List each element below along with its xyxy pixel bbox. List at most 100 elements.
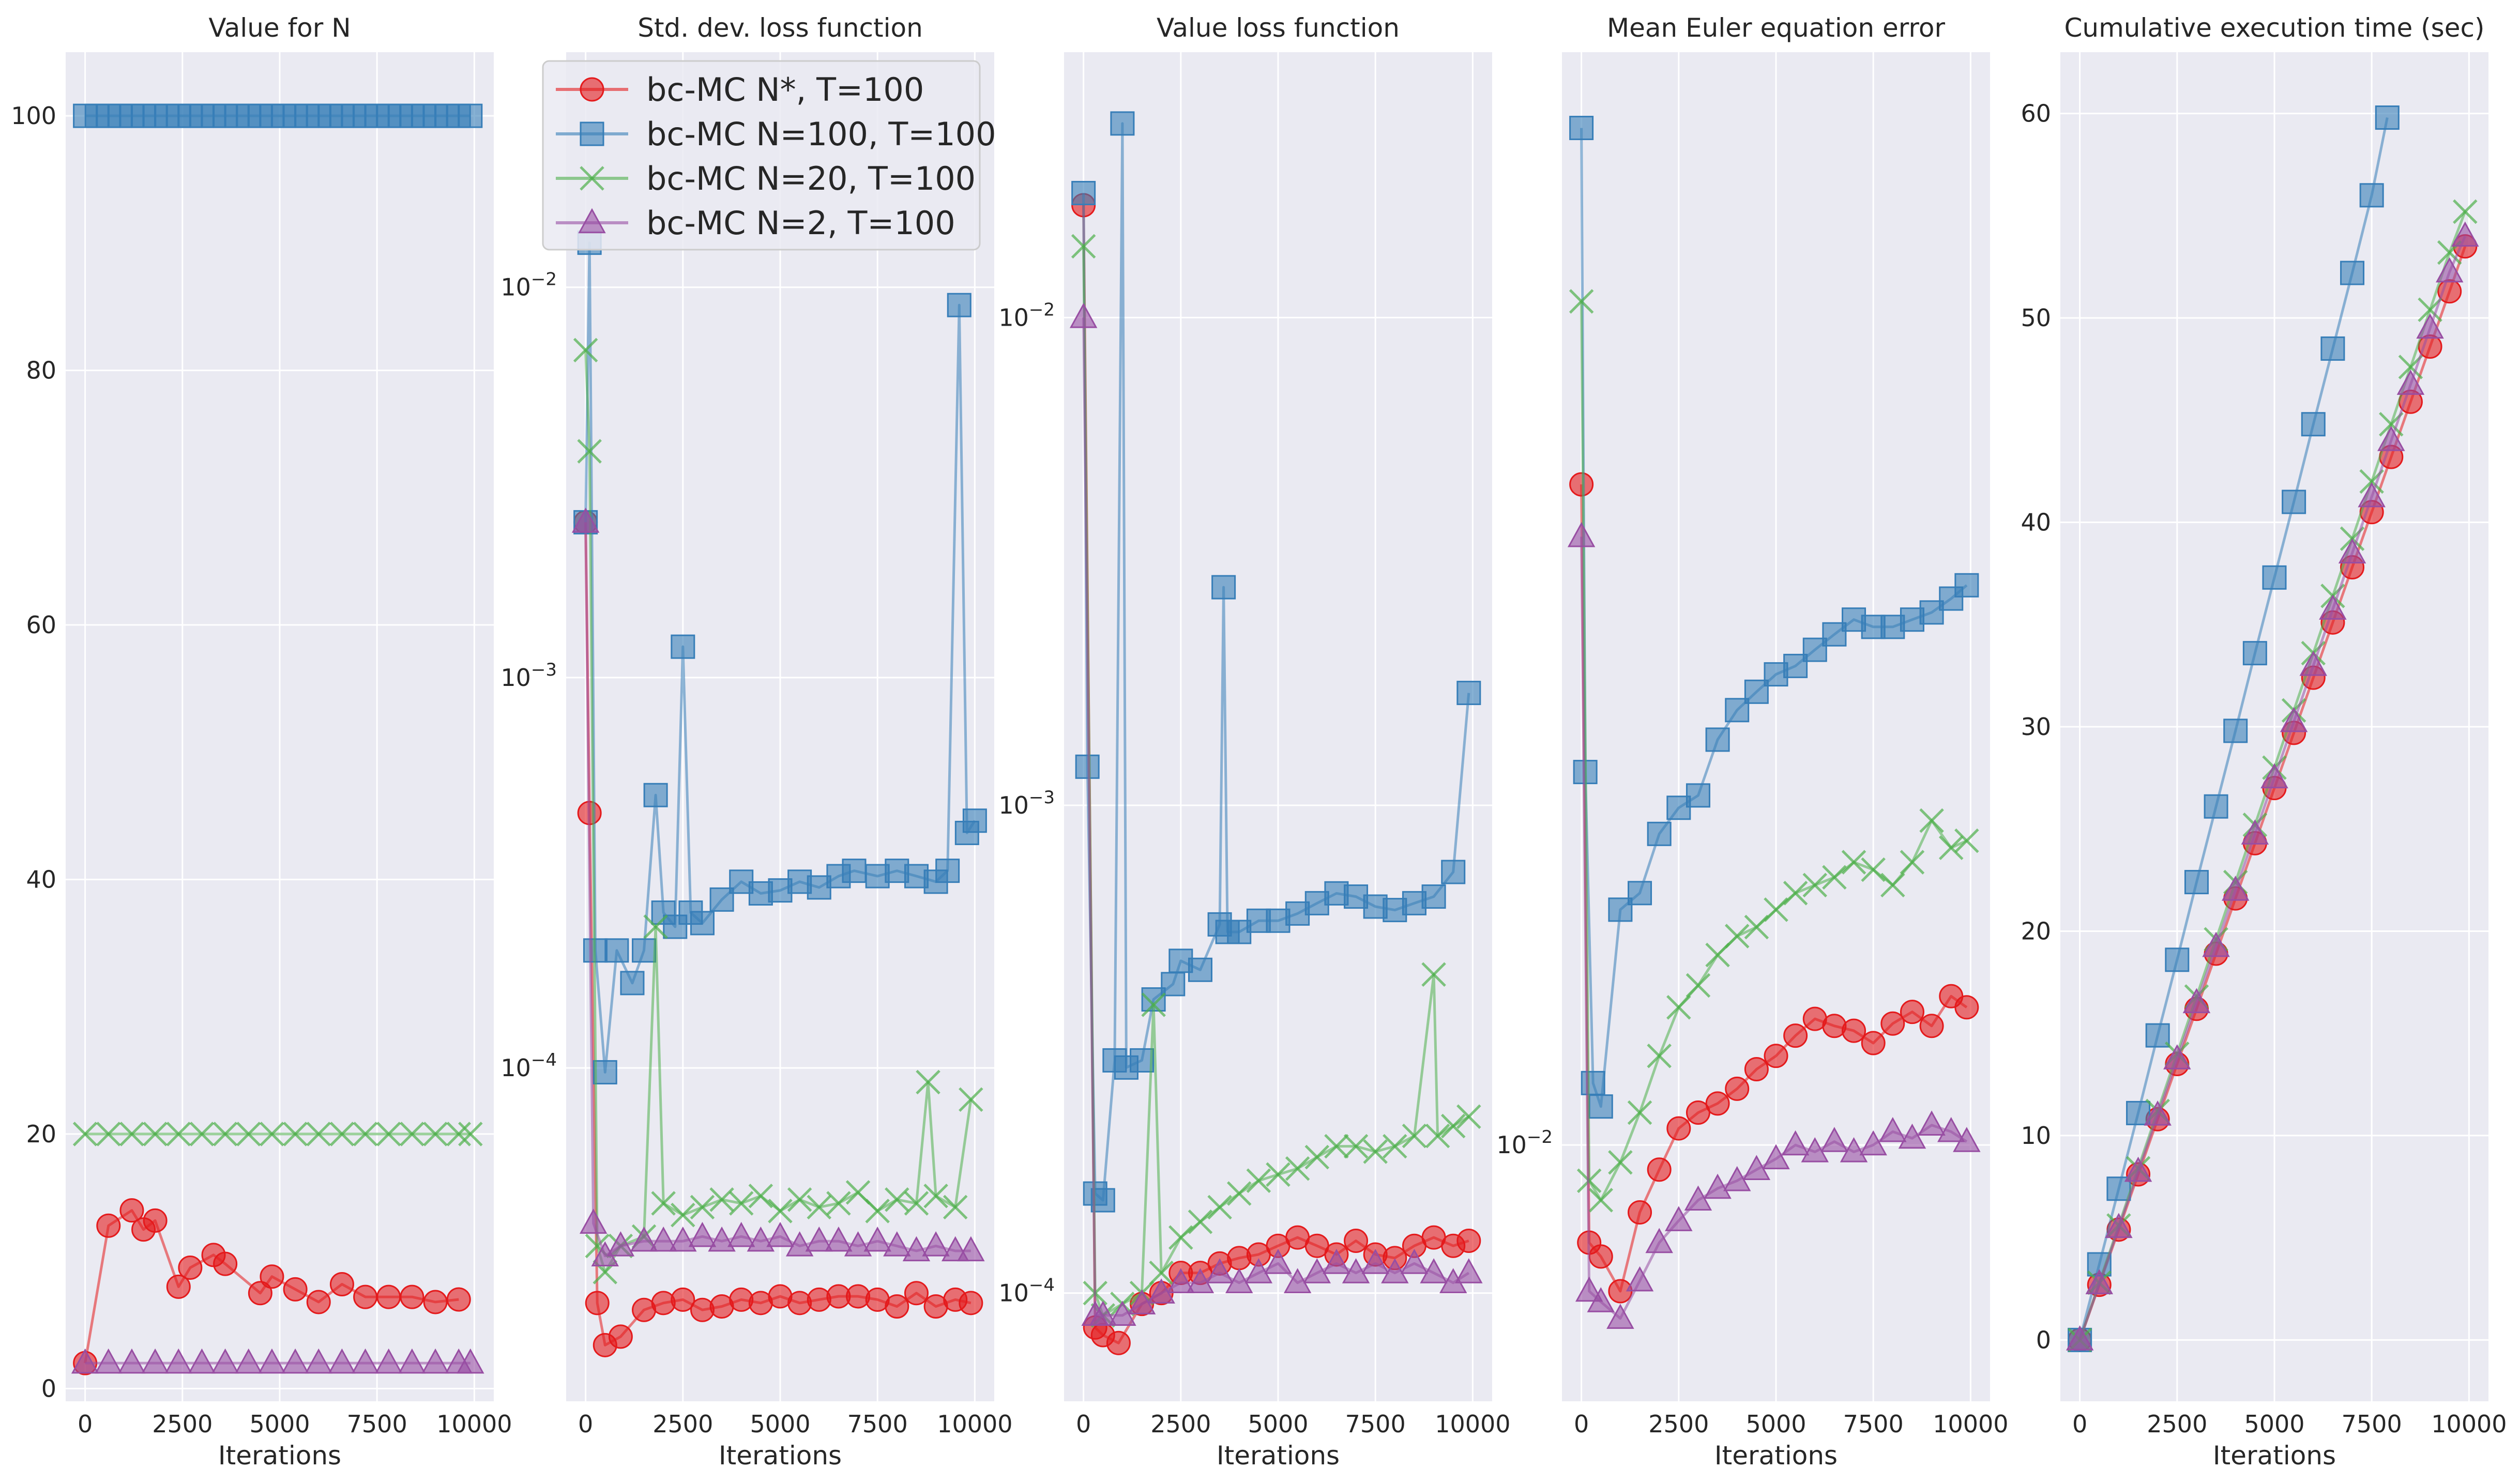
data-point bbox=[1425, 1123, 1450, 1149]
y-tick-label: 30 bbox=[2021, 713, 2051, 741]
y-tick-label: 20 bbox=[2021, 917, 2051, 945]
data-point bbox=[329, 1122, 355, 1146]
data-point bbox=[1764, 1044, 1788, 1068]
x-tick-label: 5000 bbox=[1248, 1410, 1308, 1438]
data-point bbox=[421, 1348, 449, 1374]
data-point bbox=[1383, 1134, 1407, 1159]
data-point bbox=[1588, 1244, 1613, 1269]
data-point bbox=[2435, 257, 2464, 283]
data-point bbox=[1188, 1209, 1213, 1234]
data-point bbox=[1283, 1268, 1312, 1293]
data-point bbox=[1859, 1130, 1887, 1156]
data-point bbox=[96, 1213, 121, 1238]
data-point bbox=[1588, 1094, 1613, 1119]
series-1 bbox=[573, 510, 983, 1357]
data-point bbox=[446, 1122, 472, 1146]
data-point bbox=[902, 1236, 931, 1262]
chart-title: Value loss function bbox=[1157, 13, 1400, 43]
data-point bbox=[1161, 972, 1186, 997]
data-point bbox=[728, 1191, 754, 1216]
data-point bbox=[1342, 1258, 1370, 1283]
data-point bbox=[72, 1122, 98, 1146]
legend-marker bbox=[580, 121, 604, 146]
data-point bbox=[573, 338, 598, 363]
data-point bbox=[2221, 875, 2250, 901]
data-point bbox=[1303, 1258, 1331, 1283]
data-point bbox=[1954, 573, 1979, 598]
x-tick-label: 2500 bbox=[652, 1410, 713, 1438]
x-tick-label: 0 bbox=[2072, 1410, 2087, 1438]
data-point bbox=[1647, 1157, 1672, 1182]
data-point bbox=[2340, 261, 2365, 285]
data-point bbox=[166, 1122, 191, 1146]
data-point bbox=[688, 1221, 717, 1247]
y-tick-label: 100 bbox=[11, 102, 56, 130]
data-point bbox=[2319, 594, 2347, 620]
data-point bbox=[260, 1264, 284, 1289]
data-point bbox=[1304, 1144, 1330, 1170]
x-axis-label: Iterations bbox=[1714, 1441, 1838, 1471]
data-point bbox=[1188, 957, 1212, 982]
data-point bbox=[1781, 1130, 1810, 1156]
data-point bbox=[2280, 707, 2308, 732]
data-point bbox=[2338, 538, 2366, 564]
y-tick-label: 60 bbox=[2021, 100, 2051, 128]
data-point bbox=[904, 1281, 929, 1306]
data-point bbox=[328, 1348, 356, 1374]
y-tick-label: 50 bbox=[2021, 304, 2051, 332]
data-point bbox=[579, 1208, 608, 1234]
data-point bbox=[457, 1348, 484, 1374]
data-point bbox=[376, 1122, 401, 1146]
legend-marker bbox=[580, 77, 604, 102]
data-point bbox=[604, 938, 629, 963]
data-point bbox=[1400, 1248, 1429, 1274]
x-tick-label: 10000 bbox=[1435, 1410, 1510, 1438]
data-point bbox=[947, 293, 971, 317]
data-point bbox=[1211, 575, 1236, 600]
series-3 bbox=[72, 1122, 483, 1146]
data-point bbox=[608, 1324, 633, 1349]
data-point bbox=[1628, 1200, 1652, 1225]
data-point bbox=[922, 1231, 950, 1257]
data-point bbox=[1608, 1150, 1633, 1175]
data-point bbox=[1168, 1225, 1193, 1250]
x-axis-label: Iterations bbox=[218, 1441, 341, 1471]
data-point bbox=[593, 1060, 617, 1084]
x-tick-label: 10000 bbox=[2431, 1410, 2507, 1438]
data-point bbox=[2204, 794, 2228, 819]
x-axis-label: Iterations bbox=[2213, 1441, 2336, 1471]
x-tick-label: 5000 bbox=[2244, 1410, 2304, 1438]
data-point bbox=[1455, 1258, 1483, 1283]
data-point bbox=[1686, 973, 1711, 998]
data-point bbox=[620, 971, 645, 996]
data-point bbox=[571, 507, 600, 533]
data-point bbox=[400, 1284, 424, 1309]
data-point bbox=[1206, 1258, 1234, 1283]
data-point bbox=[2163, 1044, 2191, 1069]
data-point bbox=[1953, 1127, 1981, 1152]
y-tick-label: 0 bbox=[41, 1374, 56, 1402]
data-point bbox=[2182, 988, 2211, 1014]
data-point bbox=[2124, 1156, 2152, 1182]
data-point bbox=[178, 1255, 203, 1280]
data-point bbox=[1420, 1258, 1448, 1283]
x-tick-label: 10000 bbox=[436, 1410, 512, 1438]
y-tick-label: 10−2 bbox=[500, 269, 557, 301]
y-tick-label: 20 bbox=[26, 1120, 56, 1148]
data-point bbox=[1705, 942, 1730, 968]
data-point bbox=[119, 1122, 144, 1146]
data-point bbox=[885, 1294, 909, 1319]
data-point bbox=[2260, 763, 2288, 789]
data-point bbox=[643, 783, 668, 807]
x-tick-label: 5000 bbox=[1745, 1410, 1806, 1438]
data-point bbox=[1783, 1023, 1808, 1048]
data-point bbox=[844, 1231, 872, 1257]
chart-title: Value for N bbox=[208, 13, 351, 43]
data-point bbox=[2223, 718, 2248, 743]
data-point bbox=[119, 1198, 144, 1223]
data-point bbox=[842, 859, 867, 883]
legend-marker bbox=[578, 208, 606, 234]
data-point bbox=[1954, 828, 1979, 853]
data-point bbox=[1186, 1268, 1215, 1293]
